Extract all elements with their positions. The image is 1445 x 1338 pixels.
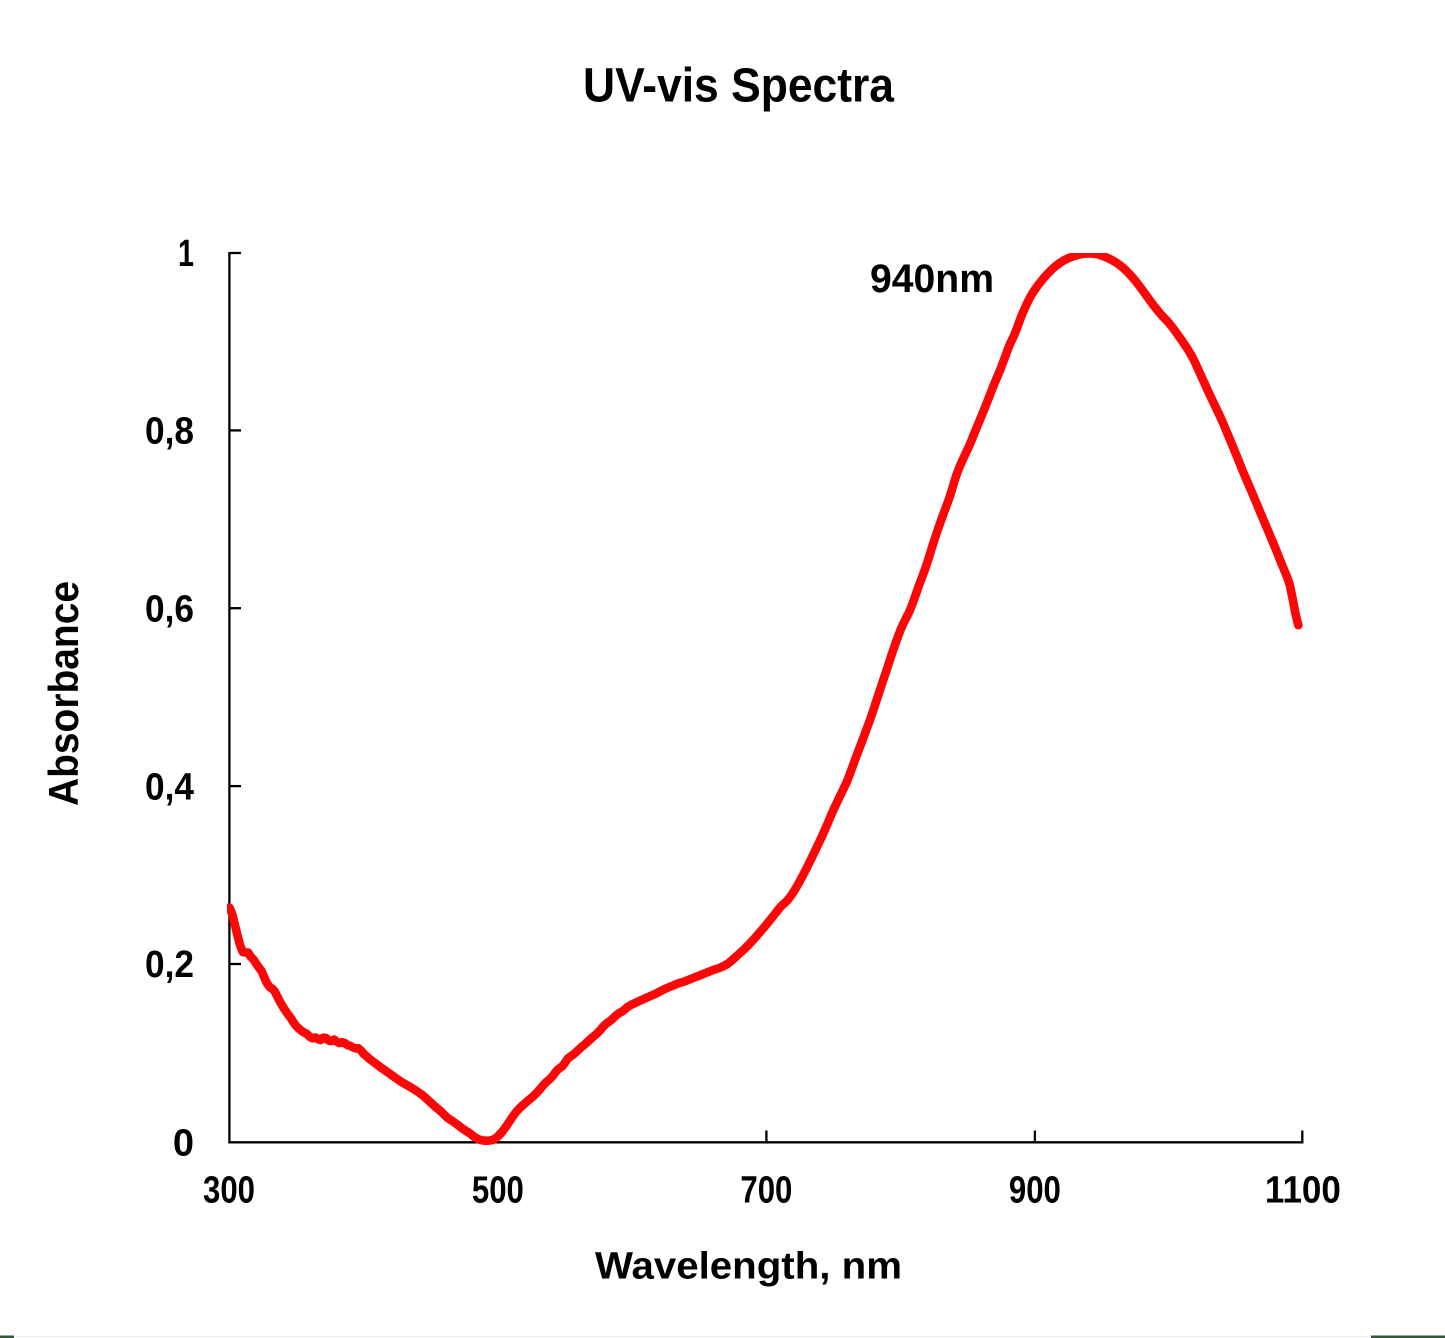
svg-text:1100: 1100 [1265,1170,1341,1212]
svg-text:0,8: 0,8 [145,411,194,453]
svg-text:900: 900 [1009,1170,1061,1212]
svg-text:UV-vis Spectra: UV-vis Spectra [583,60,894,113]
svg-text:500: 500 [472,1170,524,1212]
svg-text:0,2: 0,2 [145,944,194,986]
svg-text:700: 700 [740,1170,792,1212]
svg-text:940nm: 940nm [870,257,994,301]
svg-text:0: 0 [173,1123,194,1165]
svg-text:0,6: 0,6 [145,588,194,630]
svg-text:Wavelength, nm: Wavelength, nm [595,1246,902,1288]
svg-text:0,4: 0,4 [145,766,194,808]
svg-text:Absorbance: Absorbance [40,581,87,806]
svg-text:1: 1 [178,233,194,275]
svg-text:300: 300 [203,1170,255,1212]
